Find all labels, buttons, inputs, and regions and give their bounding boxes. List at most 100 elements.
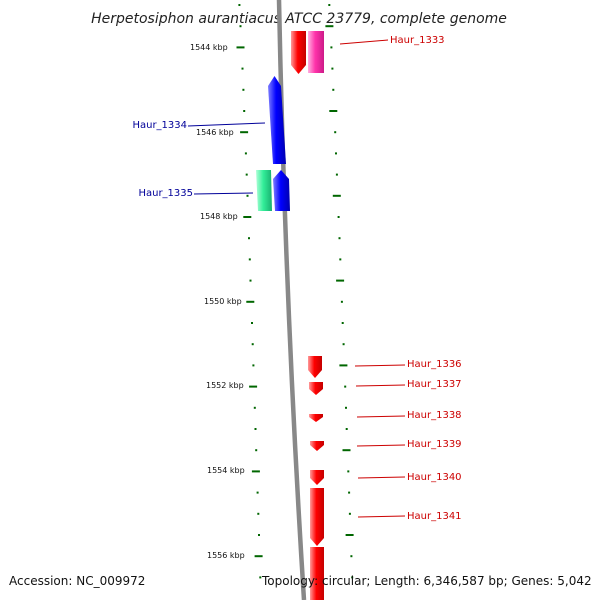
ruler-major-tick: [329, 110, 338, 112]
ruler-major-tick: [246, 300, 255, 303]
ruler-minor-tick: [257, 512, 260, 515]
ruler-minor-tick: [341, 322, 344, 324]
ruler-minor-tick: [242, 88, 245, 91]
ruler-minor-tick: [345, 406, 347, 409]
ruler-ticks-right: [325, 4, 354, 579]
ruler-major-tick: [345, 534, 354, 536]
ruler-minor-tick: [258, 534, 260, 536]
genome-title: Herpetosiphon aurantiacus ATCC 23779, co…: [91, 11, 507, 27]
gene-arrow-haur-1335[interactable]: [256, 170, 272, 211]
ruler-minor-tick: [248, 258, 251, 261]
genome-summary-text: Topology: circular; Length: 6,346,587 bp…: [262, 574, 592, 588]
ruler-minor-tick: [248, 237, 250, 240]
ruler-major-tick: [254, 555, 263, 558]
ruler-minor-tick: [328, 4, 331, 6]
ruler-minor-tick: [251, 322, 253, 324]
ruler-minor-tick: [331, 67, 334, 70]
ruler-minor-tick: [340, 300, 343, 303]
ruler-label-1554: 1554 kbp: [207, 466, 245, 475]
gene-arrow-haur-1339[interactable]: [310, 441, 324, 451]
ruler-minor-tick: [243, 110, 246, 112]
gene-label-haur-1335[interactable]: Haur_1335: [138, 188, 193, 199]
leader-line-haur-1337: [355, 384, 406, 387]
gene-label-haur-1340[interactable]: Haur_1340: [407, 472, 462, 483]
ruler-major-tick: [332, 194, 341, 197]
ruler-minor-tick: [251, 343, 254, 346]
ruler-major-tick: [336, 279, 345, 282]
leader-line-haur-1334: [187, 122, 266, 127]
leader-line-haur-1336: [354, 364, 406, 367]
ruler-major-tick: [249, 385, 258, 388]
ruler-ticks-left: [236, 4, 263, 579]
gene-arrow-haur-1340[interactable]: [310, 470, 324, 485]
gene-arrow-red-offscreen[interactable]: [310, 547, 324, 600]
ruler-minor-tick: [345, 428, 348, 430]
gene-arrow-haur-1336[interactable]: [308, 356, 322, 378]
ruler-label-1544: 1544 kbp: [190, 43, 228, 52]
gene-label-haur-1334[interactable]: Haur_1334: [132, 120, 187, 131]
ruler-minor-tick: [339, 258, 342, 261]
ruler-minor-tick: [351, 576, 354, 579]
gene-labels: Haur_1333 Haur_1334 Haur_1335 Haur_1336 …: [132, 35, 461, 522]
ruler-minor-tick: [256, 491, 259, 494]
gene-arrow-haur-1337[interactable]: [309, 382, 323, 395]
gene-leaders: [187, 39, 406, 518]
ruler-minor-tick: [338, 237, 341, 240]
gene-arrow-blue-2[interactable]: [273, 170, 290, 211]
leader-line-haur-1335: [193, 192, 254, 195]
ruler-minor-tick: [246, 194, 249, 197]
ruler-major-tick: [243, 216, 252, 218]
ruler-label-1546: 1546 kbp: [196, 128, 234, 137]
ruler-major-tick: [236, 46, 245, 49]
gene-features: [256, 31, 324, 600]
gene-label-haur-1341[interactable]: Haur_1341: [407, 511, 462, 522]
ruler-minor-tick: [239, 25, 242, 28]
ruler-minor-tick: [334, 131, 337, 134]
gene-arrow-haur-1333[interactable]: [291, 31, 306, 74]
accession-text: Accession: NC_009972: [9, 574, 146, 588]
leader-line-haur-1340: [357, 476, 406, 479]
ruler-major-tick: [325, 25, 334, 28]
gene-label-haur-1333[interactable]: Haur_1333: [390, 35, 445, 46]
ruler-minor-tick: [347, 470, 350, 473]
leader-line-haur-1339: [356, 444, 406, 447]
ruler-minor-tick: [253, 406, 256, 409]
gene-label-haur-1337[interactable]: Haur_1337: [407, 379, 462, 390]
gene-label-haur-1336[interactable]: Haur_1336: [407, 359, 462, 370]
ruler-minor-tick: [244, 152, 247, 155]
gene-arrow-haur-1334[interactable]: [268, 76, 286, 164]
ruler-minor-tick: [348, 512, 351, 515]
ruler-minor-tick: [255, 449, 258, 452]
ruler-label-1556: 1556 kbp: [207, 551, 245, 560]
ruler-minor-tick: [335, 173, 338, 176]
gene-label-haur-1339[interactable]: Haur_1339: [407, 439, 462, 450]
gene-arrow-haur-1338[interactable]: [309, 414, 323, 422]
ruler-minor-tick: [238, 4, 241, 6]
gene-label-haur-1338[interactable]: Haur_1338: [407, 410, 462, 421]
ruler-minor-tick: [252, 364, 255, 367]
ruler-minor-tick: [348, 491, 351, 494]
ruler-major-tick: [342, 449, 351, 452]
ruler-minor-tick: [249, 279, 252, 282]
ruler-minor-tick: [342, 343, 345, 346]
ruler-minor-tick: [332, 88, 335, 91]
gene-arrow-haur-1341[interactable]: [310, 488, 324, 546]
gene-arrow-pink[interactable]: [308, 31, 324, 73]
ruler-labels: 1544 kbp 1546 kbp 1548 kbp 1550 kbp 1552…: [190, 43, 245, 560]
ruler-minor-tick: [337, 216, 340, 218]
genome-backbone: [276, 0, 307, 600]
ruler-minor-tick: [254, 428, 257, 430]
ruler-minor-tick: [259, 576, 262, 579]
ruler-minor-tick: [344, 385, 347, 388]
ruler-minor-tick: [241, 67, 244, 70]
leader-line-haur-1338: [356, 415, 406, 418]
leader-line-haur-1333: [339, 39, 389, 45]
ruler-label-1552: 1552 kbp: [206, 381, 244, 390]
ruler-major-tick: [339, 364, 348, 367]
ruler-label-1550: 1550 kbp: [204, 297, 242, 306]
ruler-minor-tick: [335, 152, 337, 155]
ruler-minor-tick: [330, 46, 333, 49]
leader-line-haur-1341: [357, 515, 406, 518]
ruler-minor-tick: [245, 173, 248, 176]
